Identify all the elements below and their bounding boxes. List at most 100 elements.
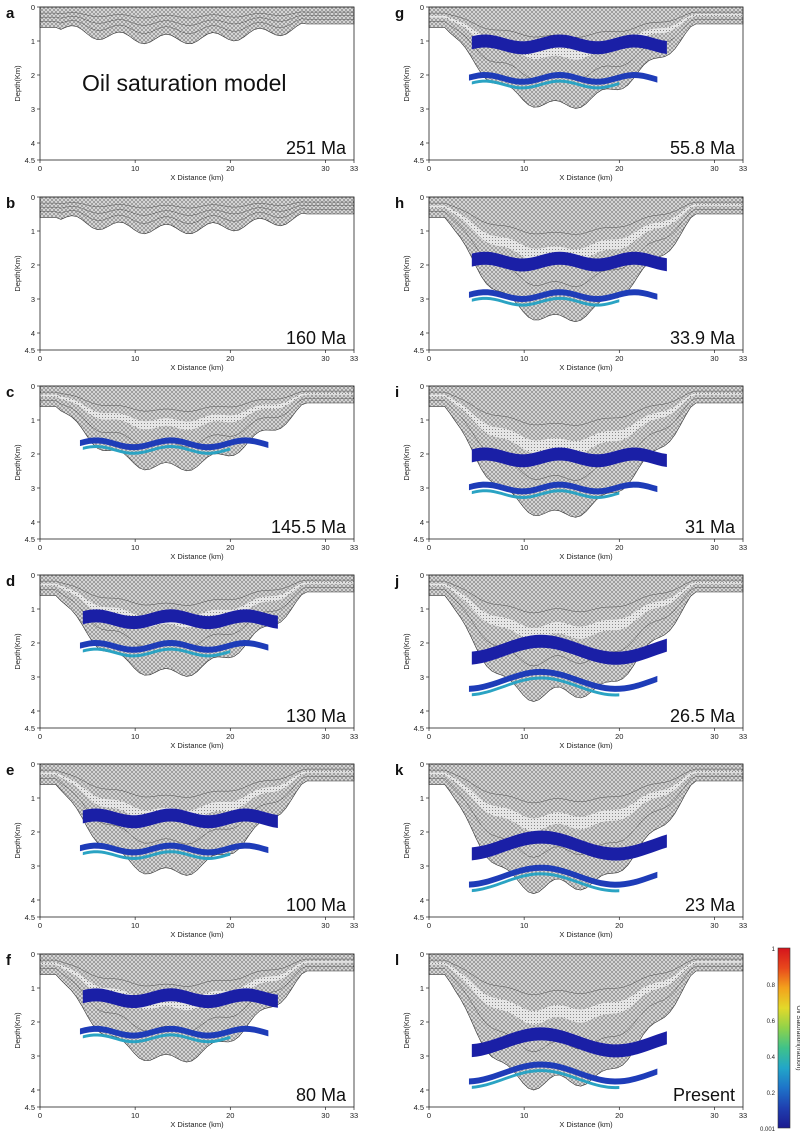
y-tick-label: 3: [420, 673, 424, 682]
y-tick-label: 1: [31, 605, 35, 614]
x-tick-label: 20: [615, 921, 623, 930]
x-tick-label: 0: [427, 354, 431, 363]
x-tick-label: 20: [226, 164, 234, 173]
y-tick-label: 2: [420, 828, 424, 837]
plot-frame: [39, 763, 355, 918]
horizon-line: [40, 965, 354, 1033]
grey-layer: [40, 771, 354, 822]
y-tick-label: 4.5: [25, 156, 35, 165]
x-tick-label: 20: [226, 732, 234, 741]
x-tick-label: 33: [350, 1111, 358, 1120]
horizon-line: [40, 201, 354, 209]
horizon-line: [429, 390, 743, 426]
upper-oil-band: [82, 609, 278, 630]
y-tick-label: 3: [420, 484, 424, 493]
panel-letter: e: [6, 762, 14, 779]
y-tick-label: 3: [420, 295, 424, 304]
x-tick-label: 10: [131, 164, 139, 173]
y-axis-label: Depth(Km): [13, 633, 22, 670]
horizon-line: [40, 18, 354, 34]
grey-layer: [40, 393, 354, 431]
lower-oil-band-fringe: [471, 676, 620, 697]
y-tick-label: 1: [31, 37, 35, 46]
x-tick-label: 0: [38, 921, 42, 930]
x-tick-label: 20: [226, 354, 234, 363]
basin-fill: [428, 763, 744, 895]
y-tick-label: 0: [420, 382, 424, 391]
y-tick-label: 4.5: [25, 724, 35, 733]
age-label: 251 Ma: [286, 138, 347, 158]
x-tick-label: 0: [38, 354, 42, 363]
age-label: 55.8 Ma: [670, 138, 736, 158]
x-tick-label: 10: [520, 164, 528, 173]
x-tick-label: 33: [350, 732, 358, 741]
plot-frame: [428, 6, 744, 161]
plot-frame: [39, 385, 355, 540]
x-tick-label: 10: [131, 354, 139, 363]
upper-oil-band: [471, 251, 667, 272]
y-tick-label: 0: [31, 193, 35, 202]
x-tick-label: 0: [427, 921, 431, 930]
lower-oil-band-fringe: [82, 647, 231, 658]
y-tick-label: 2: [31, 71, 35, 80]
y-tick-label: 3: [31, 1052, 35, 1061]
y-tick-label: 0: [420, 571, 424, 580]
y-tick-label: 1: [420, 227, 424, 236]
panel-letter: h: [395, 195, 404, 212]
colorbar: 0.001 0.2 0.4 0.6 0.8 1 Oil Saturation(fractio…: [760, 947, 800, 1133]
y-tick-label: 1: [420, 984, 424, 993]
age-label: 100 Ma: [286, 895, 347, 915]
x-tick-label: 33: [350, 164, 358, 173]
x-tick-label: 33: [739, 1111, 747, 1120]
x-tick-label: 30: [321, 1111, 329, 1120]
x-tick-label: 30: [710, 1111, 718, 1120]
lower-oil-band-fringe: [471, 872, 620, 893]
y-tick-label: 0: [31, 950, 35, 959]
x-tick-label: 30: [321, 732, 329, 741]
y-tick-label: 2: [420, 71, 424, 80]
x-tick-label: 33: [739, 921, 747, 930]
lower-oil-band-fringe: [82, 445, 231, 455]
x-tick-label: 0: [427, 543, 431, 552]
x-tick-label: 33: [350, 543, 358, 552]
upper-oil-band: [471, 830, 667, 861]
x-tick-label: 20: [615, 164, 623, 173]
y-tick-label: 3: [420, 1052, 424, 1061]
upper-oil-band: [471, 447, 667, 468]
y-tick-label: 3: [420, 105, 424, 114]
y-tick-label: 1: [31, 984, 35, 993]
y-tick-label: 4: [420, 139, 424, 148]
x-tick-label: 10: [520, 354, 528, 363]
y-axis-label: Depth(Km): [13, 822, 22, 859]
basin-fill: [428, 385, 744, 518]
panel-letter: l: [395, 952, 399, 969]
y-tick-label: 0: [31, 382, 35, 391]
y-tick-label: 4.5: [414, 535, 424, 544]
y-tick-label: 2: [420, 261, 424, 270]
lower-oil-band-fringe: [471, 296, 620, 307]
basin-fill: [39, 385, 355, 472]
y-tick-label: 4: [420, 896, 424, 905]
lower-oil-band: [468, 1061, 658, 1085]
y-tick-label: 4: [31, 1086, 35, 1095]
x-tick-label: 0: [427, 732, 431, 741]
lower-oil-band-fringe: [471, 79, 620, 90]
horizon-line: [429, 958, 743, 996]
y-tick-label: 2: [420, 450, 424, 459]
x-tick-label: 0: [427, 164, 431, 173]
y-tick-label: 4: [31, 707, 35, 716]
colorbar-tick-label: 0.8: [767, 983, 776, 989]
upper-oil-band: [471, 634, 667, 665]
y-tick-label: 1: [420, 416, 424, 425]
x-tick-label: 20: [226, 1111, 234, 1120]
basin-fill: [428, 6, 744, 109]
age-label: 130 Ma: [286, 706, 347, 726]
x-tick-label: 20: [226, 921, 234, 930]
y-tick-label: 4: [31, 518, 35, 527]
basin-fill: [39, 196, 355, 235]
upper-oil-band: [471, 1027, 667, 1058]
upper-oil-band: [471, 34, 667, 55]
